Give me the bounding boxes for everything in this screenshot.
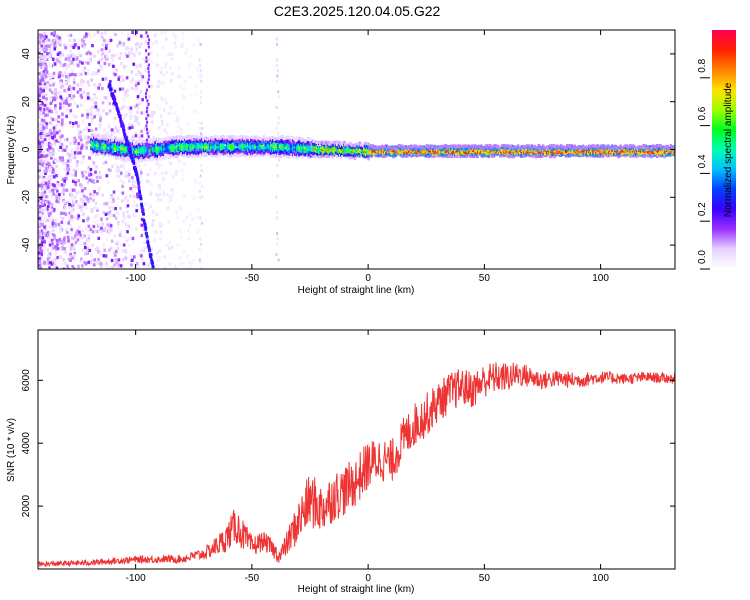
- spectrogram-y-label: Frequency (Hz): [6, 116, 17, 185]
- snr-series-line: [38, 362, 675, 568]
- colorbar: 0.00.20.40.60.8 Normalized spectral ampl…: [697, 30, 736, 270]
- snr-frame: [37, 329, 676, 570]
- snr-x-ticks: -100 -50 0 50 100: [126, 330, 609, 584]
- colorbar-ticks: 0.00.20.40.60.8: [697, 58, 710, 270]
- chart-title: C2E3.2025.120.04.05.G22: [274, 3, 441, 19]
- spectrogram-image: [38, 30, 675, 269]
- colorbar-label: Normalized spectral amplitude: [723, 82, 734, 217]
- colorbar-gradient: [712, 30, 736, 269]
- spectrogram-x-ticks: -100 -50 0 50 100: [126, 30, 609, 284]
- snr-plot-area: [38, 330, 675, 569]
- snr-x-label: Height of straight line (km): [298, 584, 415, 595]
- spectrogram-x-label: Height of straight line (km): [298, 285, 415, 296]
- snr-y-label: SNR (10 * v/v): [6, 418, 17, 482]
